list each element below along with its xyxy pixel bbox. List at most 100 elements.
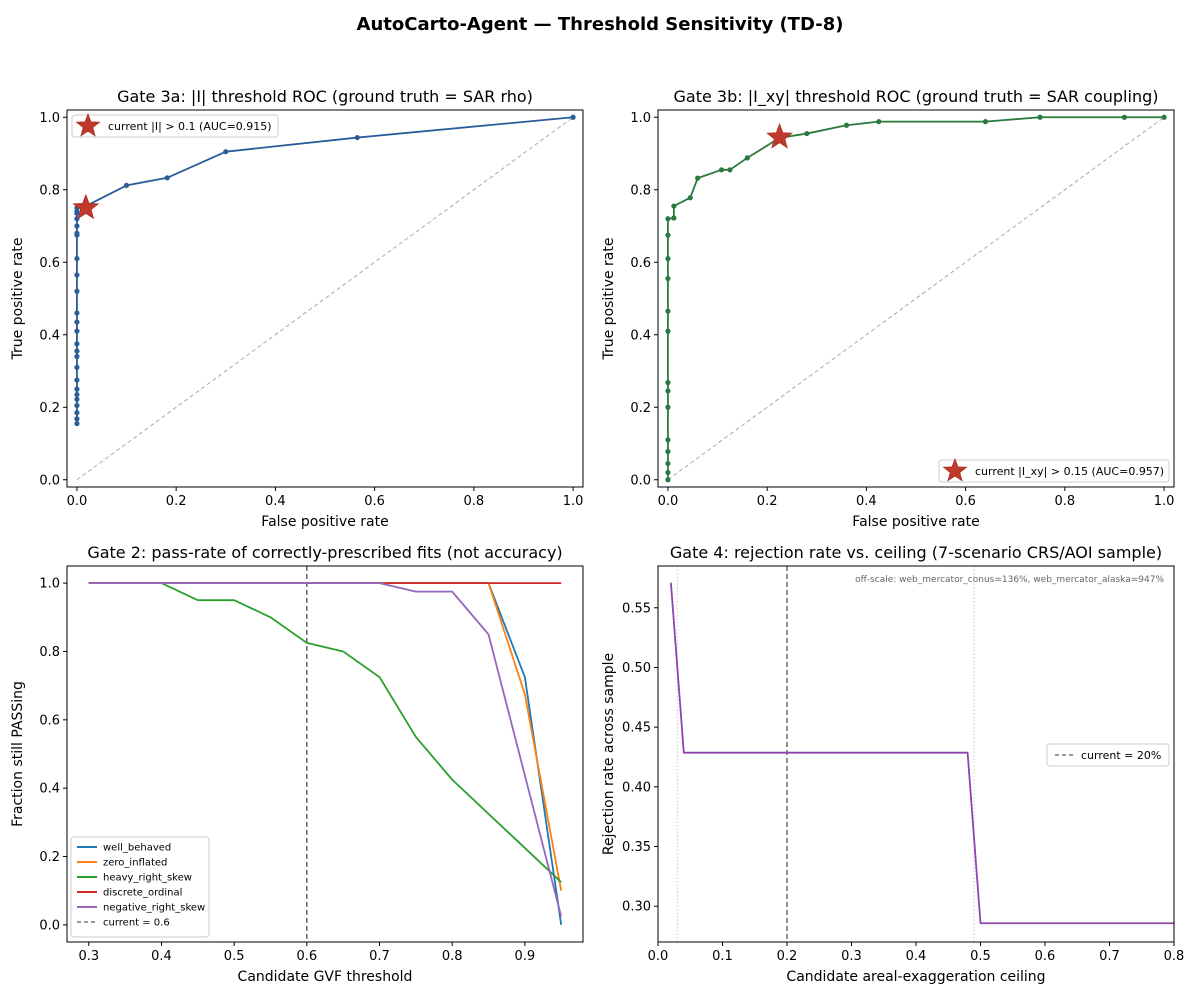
data-point xyxy=(74,377,80,383)
y-axis-label: True positive rate xyxy=(10,238,26,361)
data-point xyxy=(665,388,671,394)
x-tick-label: 0.1 xyxy=(712,949,733,964)
x-tick-label: 0.6 xyxy=(364,494,385,509)
legend-label: current = 20% xyxy=(1081,749,1161,762)
data-point xyxy=(74,416,80,422)
y-tick-label: 0.45 xyxy=(622,721,651,736)
y-tick-label: 0.8 xyxy=(39,645,60,660)
axes-frame xyxy=(66,565,584,943)
data-point xyxy=(123,182,130,188)
data-point xyxy=(74,391,80,398)
axes-frame xyxy=(66,109,584,488)
y-axis-label: True positive rate xyxy=(601,238,617,361)
data-point xyxy=(665,460,671,467)
y-tick-label: 0.4 xyxy=(39,328,60,343)
y-tick-label: 0.4 xyxy=(39,782,60,797)
plot-area xyxy=(670,566,1174,942)
data-point xyxy=(665,216,671,222)
chart-title: Gate 4: rejection rate vs. ceiling (7-sc… xyxy=(670,543,1162,562)
y-tick-label: 1.0 xyxy=(39,111,60,126)
data-point xyxy=(876,119,882,125)
x-tick-label: 0.2 xyxy=(757,494,778,509)
data-point xyxy=(665,232,671,238)
x-tick-label: 0.7 xyxy=(1099,949,1120,964)
x-tick-label: 0.8 xyxy=(1164,949,1185,964)
x-axis-label: False positive rate xyxy=(852,514,979,530)
data-point xyxy=(74,396,80,402)
data-point xyxy=(74,348,80,354)
y-tick-label: 0.55 xyxy=(622,601,651,616)
x-tick-label: 1.0 xyxy=(563,494,584,509)
legend-star-icon xyxy=(75,112,101,137)
data-point xyxy=(74,288,80,294)
legend-box xyxy=(70,836,210,938)
data-point xyxy=(74,256,80,262)
series-line xyxy=(76,116,574,424)
x-tick-label: 0.0 xyxy=(658,494,679,509)
data-point xyxy=(74,223,80,229)
x-tick-label: 0.0 xyxy=(67,494,88,509)
x-tick-label: 0.4 xyxy=(856,494,877,509)
y-tick-label: 0.8 xyxy=(39,183,60,198)
plot-area xyxy=(88,566,563,942)
data-point xyxy=(665,437,671,443)
legend: current |I_xy| > 0.15 (AUC=0.957) xyxy=(938,457,1170,483)
series-line-heavy_right_skew xyxy=(88,582,562,883)
data-point xyxy=(223,149,229,155)
y-tick-label: 0.6 xyxy=(630,256,651,271)
y-tick-label: 0.2 xyxy=(39,401,60,416)
data-point xyxy=(718,167,725,173)
y-tick-label: 0.6 xyxy=(39,256,60,271)
y-tick-label: 0.6 xyxy=(39,713,60,728)
x-tick-label: 0.3 xyxy=(841,949,862,964)
data-point xyxy=(74,272,80,278)
data-point xyxy=(1121,114,1127,120)
y-axis-label: Fraction still PASSing xyxy=(10,681,26,827)
y-tick-label: 0.35 xyxy=(622,840,651,855)
data-point xyxy=(1037,114,1043,120)
data-point xyxy=(695,175,701,181)
legend: well_behaved zero_inflated heavy_right_ske… xyxy=(70,836,210,938)
data-point xyxy=(354,134,360,141)
data-point xyxy=(665,256,671,262)
chart-title: Gate 3a: |I| threshold ROC (ground truth… xyxy=(117,87,533,106)
x-tick-label: 0.4 xyxy=(265,494,286,509)
x-tick-label: 0.2 xyxy=(777,949,798,964)
data-point xyxy=(665,477,671,483)
chart-gate4: Gate 4: rejection rate vs. ceiling (7-sc… xyxy=(601,543,1184,985)
x-axis-label: False positive rate xyxy=(261,514,388,530)
data-point xyxy=(74,420,80,427)
data-point xyxy=(671,203,677,209)
y-tick-label: 0.2 xyxy=(39,850,60,865)
chart-title: Gate 3b: |I_xy| threshold ROC (ground tr… xyxy=(674,87,1159,107)
data-point xyxy=(727,167,733,173)
x-tick-label: 0.8 xyxy=(442,949,463,964)
x-tick-label: 0.6 xyxy=(955,494,976,509)
axes-frame xyxy=(657,109,1175,488)
data-point xyxy=(687,195,693,201)
x-tick-label: 0.8 xyxy=(1055,494,1076,509)
data-point xyxy=(74,310,80,316)
x-tick-label: 0.4 xyxy=(151,949,172,964)
y-tick-label: 0.8 xyxy=(630,183,651,198)
x-tick-label: 0.7 xyxy=(369,949,390,964)
data-point xyxy=(74,402,80,409)
data-point xyxy=(74,341,80,347)
x-tick-label: 1.0 xyxy=(1154,494,1175,509)
y-tick-label: 0.30 xyxy=(622,900,651,915)
data-point xyxy=(570,114,576,120)
data-point xyxy=(671,215,677,221)
data-point xyxy=(665,308,671,314)
data-point xyxy=(74,353,80,360)
data-point xyxy=(74,230,80,236)
y-tick-label: 0.0 xyxy=(630,473,651,488)
x-tick-label: 0.3 xyxy=(78,949,99,964)
x-axis-label: Candidate areal-exaggeration ceiling xyxy=(786,969,1045,985)
current-threshold-star xyxy=(766,123,793,149)
legend-label: heavy_right_skew xyxy=(103,873,192,884)
x-tick-label: 0.9 xyxy=(515,949,536,964)
legend-label: current |I| > 0.1 (AUC=0.915) xyxy=(108,120,272,133)
data-point xyxy=(74,386,80,392)
chance-diagonal xyxy=(667,116,1165,481)
